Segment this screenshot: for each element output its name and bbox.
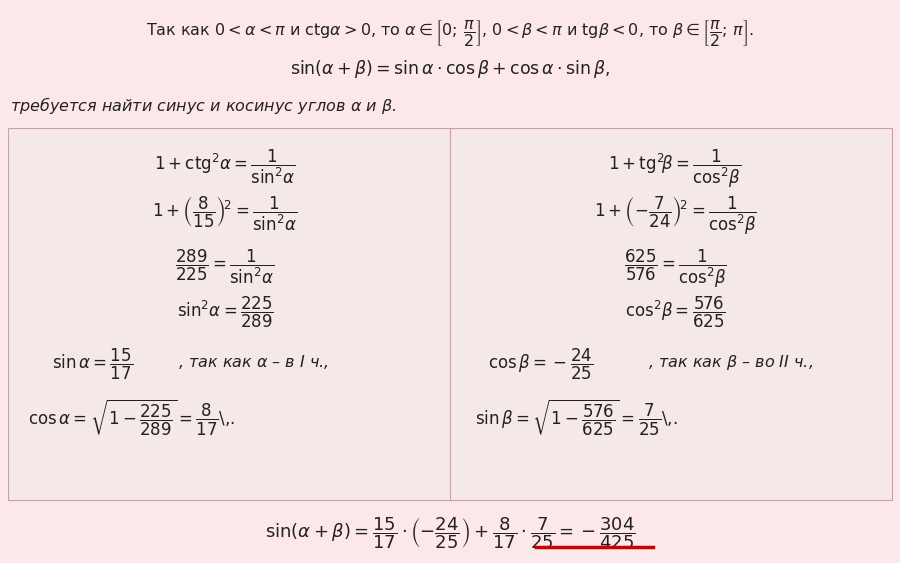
Text: $\dfrac{625}{576} = \dfrac{1}{\cos^2\!\beta}$: $\dfrac{625}{576} = \dfrac{1}{\cos^2\!\b…: [624, 248, 726, 291]
Text: , так как $\beta$ – во II ч.,: , так как $\beta$ – во II ч.,: [648, 353, 813, 372]
Text: , так как $\alpha$ – в I ч.,: , так как $\alpha$ – в I ч.,: [178, 353, 328, 371]
Text: $1 + \mathrm{ctg}^2\alpha = \dfrac{1}{\sin^2\!\alpha}$: $1 + \mathrm{ctg}^2\alpha = \dfrac{1}{\s…: [154, 148, 296, 186]
Text: $\cos\beta = -\dfrac{24}{25}$: $\cos\beta = -\dfrac{24}{25}$: [488, 347, 593, 382]
Text: $1 + \left(\dfrac{8}{15}\right)^{\!2} = \dfrac{1}{\sin^2\!\alpha}$: $1 + \left(\dfrac{8}{15}\right)^{\!2} = …: [152, 195, 298, 233]
Text: $\dfrac{289}{225} = \dfrac{1}{\sin^2\!\alpha}$: $\dfrac{289}{225} = \dfrac{1}{\sin^2\!\a…: [176, 248, 274, 287]
Text: $\sin(\alpha + \beta) = \dfrac{15}{17} \cdot \left(-\dfrac{24}{25}\right) + \dfr: $\sin(\alpha + \beta) = \dfrac{15}{17} \…: [265, 515, 635, 551]
Text: Так как $0 < \alpha < \pi$ и $\mathrm{ctg}\alpha > 0$, то $\alpha \in \left[0;\,: Так как $0 < \alpha < \pi$ и $\mathrm{ct…: [146, 18, 754, 48]
Text: $\sin(\alpha + \beta) = \sin\alpha \cdot \cos\beta + \cos\alpha \cdot \sin\beta,: $\sin(\alpha + \beta) = \sin\alpha \cdot…: [290, 58, 610, 80]
Text: $\cos^2\!\beta = \dfrac{576}{625}$: $\cos^2\!\beta = \dfrac{576}{625}$: [625, 295, 725, 330]
Text: $\sin\beta = \sqrt{1 - \dfrac{576}{625}} = \dfrac{7}{25}$\,.: $\sin\beta = \sqrt{1 - \dfrac{576}{625}}…: [475, 398, 678, 439]
Text: $1 + \left(-\dfrac{7}{24}\right)^{\!2} = \dfrac{1}{\cos^2\!\beta}$: $1 + \left(-\dfrac{7}{24}\right)^{\!2} =…: [594, 195, 756, 238]
Text: $\sin\alpha = \dfrac{15}{17}$: $\sin\alpha = \dfrac{15}{17}$: [52, 347, 133, 382]
Text: требуется найти синус и косинус углов $\alpha$ и $\beta$.: требуется найти синус и косинус углов $\…: [10, 95, 397, 116]
FancyBboxPatch shape: [8, 128, 892, 500]
Text: $\cos\alpha = \sqrt{1 - \dfrac{225}{289}} = \dfrac{8}{17}$\,.: $\cos\alpha = \sqrt{1 - \dfrac{225}{289}…: [28, 398, 235, 439]
Text: $\sin^2\!\alpha = \dfrac{225}{289}$: $\sin^2\!\alpha = \dfrac{225}{289}$: [176, 295, 274, 330]
Text: $1 + \mathrm{tg}^2\!\beta = \dfrac{1}{\cos^2\!\beta}$: $1 + \mathrm{tg}^2\!\beta = \dfrac{1}{\c…: [608, 148, 742, 190]
